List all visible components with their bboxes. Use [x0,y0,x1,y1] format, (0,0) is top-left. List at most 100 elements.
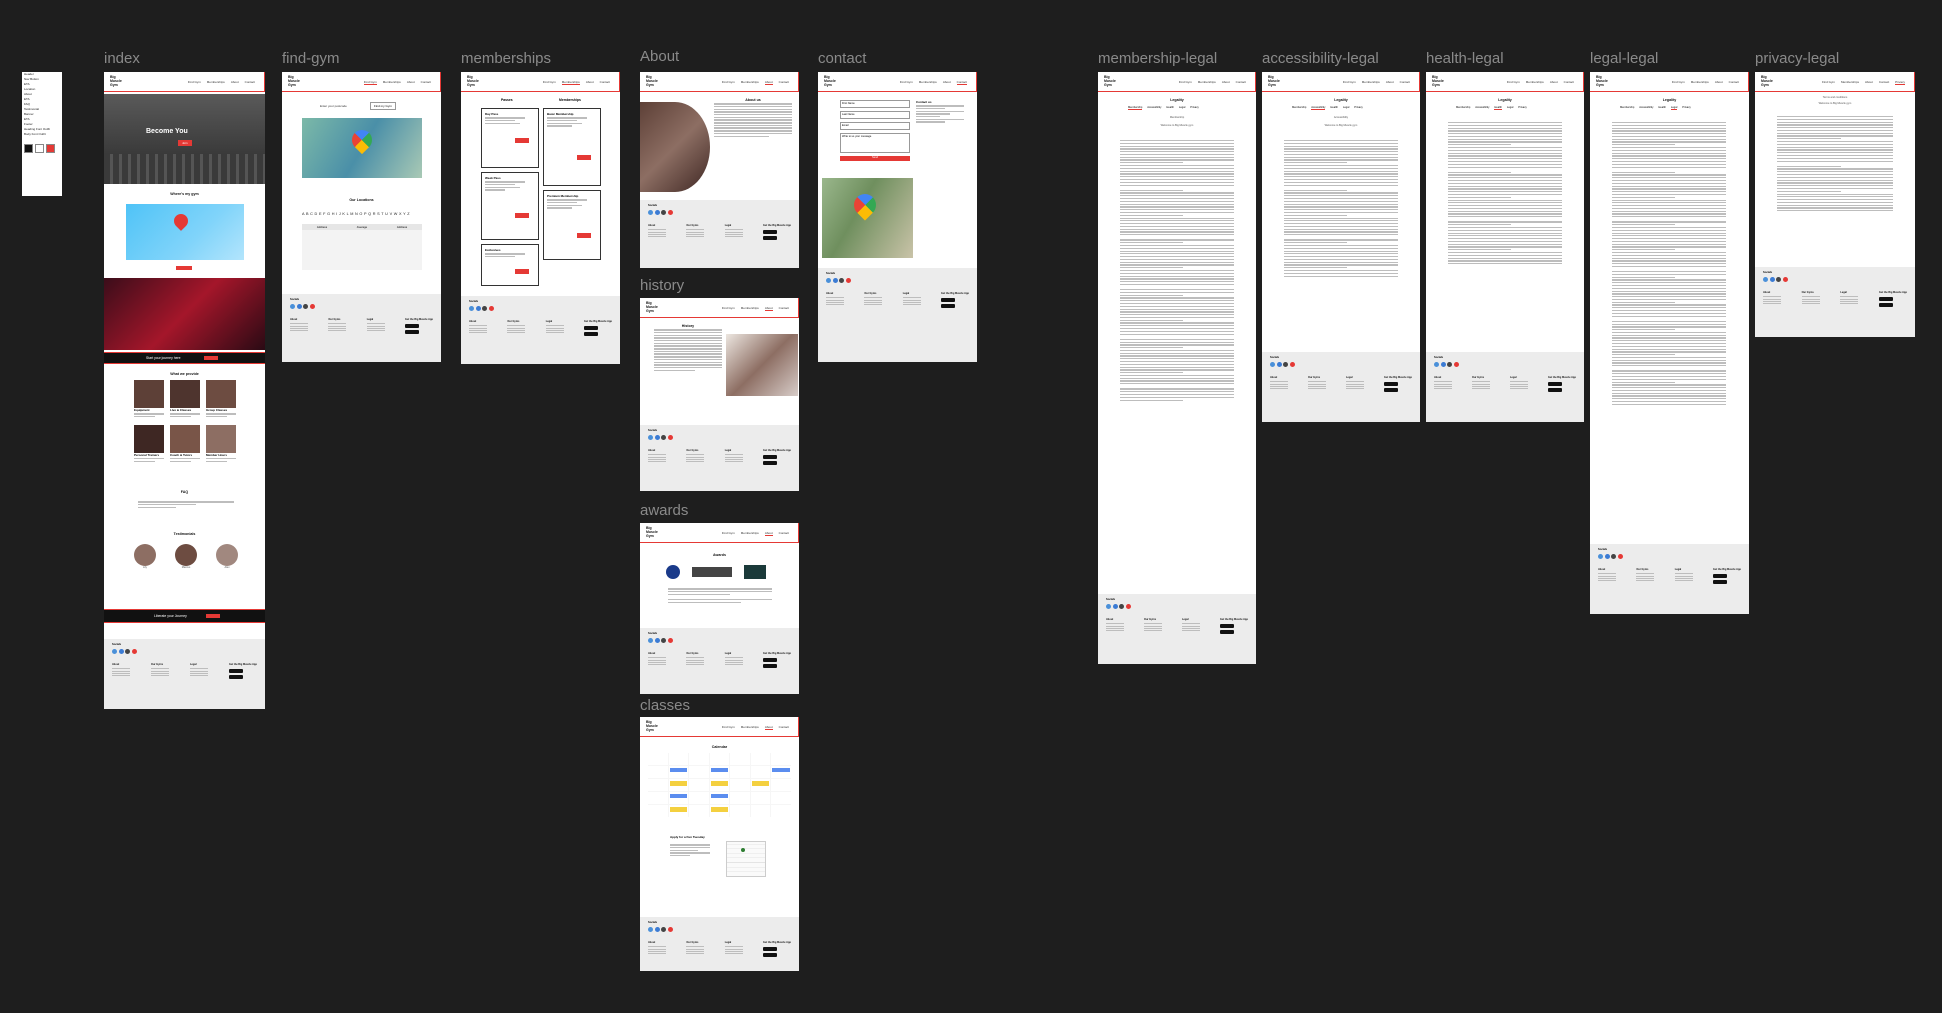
app-store-badge[interactable] [1879,297,1894,301]
frame-find-gym[interactable]: Big Muscle Gym Find Gym Memberships About C… [282,72,441,362]
calendar-cell[interactable] [771,805,791,817]
calendar-cell[interactable] [689,779,709,791]
buy-button[interactable] [515,138,529,144]
brand-logo[interactable]: Big Muscle Gym [824,75,836,87]
frame-classes[interactable]: Big Muscle Gym Find Gym Memberships About C… [640,717,799,971]
footer-column[interactable]: Get the Big Muscle App [763,224,791,240]
footer-column[interactable]: Legal [1674,568,1693,584]
tab-privacy[interactable]: Privacy [1190,106,1199,109]
legal-tabs[interactable]: Membership Accessibility Health Legal Privac… [1620,106,1691,110]
calendar-event[interactable] [710,781,729,786]
brand-logo[interactable]: Big Muscle Gym [646,526,658,538]
play-store-badge[interactable] [763,953,778,957]
calendar-event[interactable] [669,794,688,798]
footer-column[interactable]: Legal [724,941,743,957]
social-icon[interactable] [482,306,487,311]
social-icon[interactable] [1447,362,1452,367]
footer-column[interactable]: Our Gyms [1801,291,1820,307]
social-icon[interactable] [303,304,308,309]
calendar-cell[interactable] [730,805,750,817]
social-icon[interactable] [1617,554,1623,559]
frame-memberships[interactable]: Big Muscle Gym Find Gym Memberships About C… [461,72,620,364]
calendar-event[interactable] [669,807,688,812]
play-store-badge[interactable] [405,330,420,334]
calendar-cell[interactable] [730,766,750,778]
offer-card[interactable]: Member Hours [206,424,236,464]
frame-contact[interactable]: Big Muscle Gym Find Gym Memberships About C… [818,72,977,362]
social-icon[interactable] [845,278,851,283]
brand-logo[interactable]: Big Muscle Gym [1268,75,1280,87]
footer-column[interactable]: Legal [724,652,743,668]
footer-column[interactable]: Our Gyms [1144,618,1162,634]
gym-map[interactable] [302,118,422,178]
play-store-badge[interactable] [584,332,599,336]
social-icon[interactable] [1598,554,1603,559]
footer-column[interactable]: Get the Big Muscle App [763,941,791,957]
social-icon[interactable] [1776,277,1781,282]
nav-contact[interactable]: Contact [420,80,431,84]
footer-column[interactable]: Our Gyms [1636,568,1655,584]
social-icon[interactable] [1125,604,1131,609]
start-banner-button[interactable] [204,356,218,360]
calendar-cell[interactable] [730,753,750,765]
social-icon[interactable] [1769,277,1775,282]
app-store-badge[interactable] [763,947,778,951]
calendar-cell[interactable] [668,805,689,817]
nav-find-gym[interactable]: Find Gym [1178,80,1192,84]
tab-health[interactable]: Health [1494,106,1502,110]
social-icon[interactable] [1604,554,1610,559]
calendar-cell[interactable] [771,792,791,804]
brand-logo[interactable]: Big Muscle Gym [646,75,658,87]
calendar-cell[interactable] [689,805,709,817]
footer-column[interactable]: Get the Big Muscle App [1220,618,1248,634]
calendar-cell[interactable] [648,779,668,791]
nav-find-gym[interactable]: Find Gym [1342,80,1356,84]
social-icon[interactable] [667,638,673,643]
footer-column[interactable]: Get the Big Muscle App [405,318,433,334]
app-store-badge[interactable] [405,324,420,328]
nav-contact[interactable]: Contact [956,80,967,85]
social-icon[interactable] [296,304,302,309]
social-icon[interactable] [1106,604,1111,609]
calendar-cell[interactable] [730,779,750,791]
social-icon[interactable] [112,649,117,654]
brand-logo[interactable]: Big Muscle Gym [1104,75,1116,87]
social-icon[interactable] [661,927,666,932]
offer-card[interactable]: Coach & Tutors [170,424,200,464]
nav-memberships[interactable]: Memberships [206,80,225,84]
app-store-badge[interactable] [1384,382,1398,386]
tab-health[interactable]: Health [1166,106,1174,109]
bottom-banner-button[interactable] [206,614,220,618]
social-icon[interactable] [488,306,494,311]
footer-column[interactable]: Legal [724,224,743,240]
find-button[interactable] [176,266,192,270]
nav-memberships[interactable]: Memberships [740,306,759,310]
app-store-badge[interactable] [1220,624,1234,628]
legal-tabs[interactable]: Membership Accessibility Health Legal Privac… [1292,106,1363,110]
footer-column[interactable]: Legal [190,663,208,679]
social-icon[interactable] [648,435,653,440]
plan-card[interactable]: Basic Membership [543,108,601,186]
tab-privacy[interactable]: Privacy [1518,106,1527,109]
offer-card[interactable]: Live & Classes [170,380,200,419]
main-nav[interactable]: Find Gym Memberships About Contact [188,80,255,84]
app-store-badge[interactable] [763,455,778,459]
footer-column[interactable]: About [290,318,308,334]
tab-accessibility[interactable]: Accessibility [1147,106,1162,109]
calendar-cell[interactable] [668,766,689,778]
nav-memberships[interactable]: Memberships [1840,80,1859,84]
tab-legal[interactable]: Legal [1178,106,1186,109]
calendar-event[interactable] [751,781,770,786]
social-icon[interactable] [1289,362,1295,367]
nav-contact[interactable]: Contact [778,306,789,310]
tab-health[interactable]: Health [1658,106,1666,109]
play-store-badge[interactable] [1713,580,1728,584]
footer-column[interactable]: About [1270,376,1288,392]
date-picker[interactable] [726,841,766,877]
social-icon[interactable] [1611,554,1616,559]
last-name-field[interactable]: Last Name [840,111,910,119]
class-calendar[interactable] [648,753,791,817]
nav-contact[interactable]: Contact [1728,80,1739,84]
footer-column[interactable]: Our Gyms [1308,376,1326,392]
nav-contact[interactable]: Contact [778,531,789,535]
